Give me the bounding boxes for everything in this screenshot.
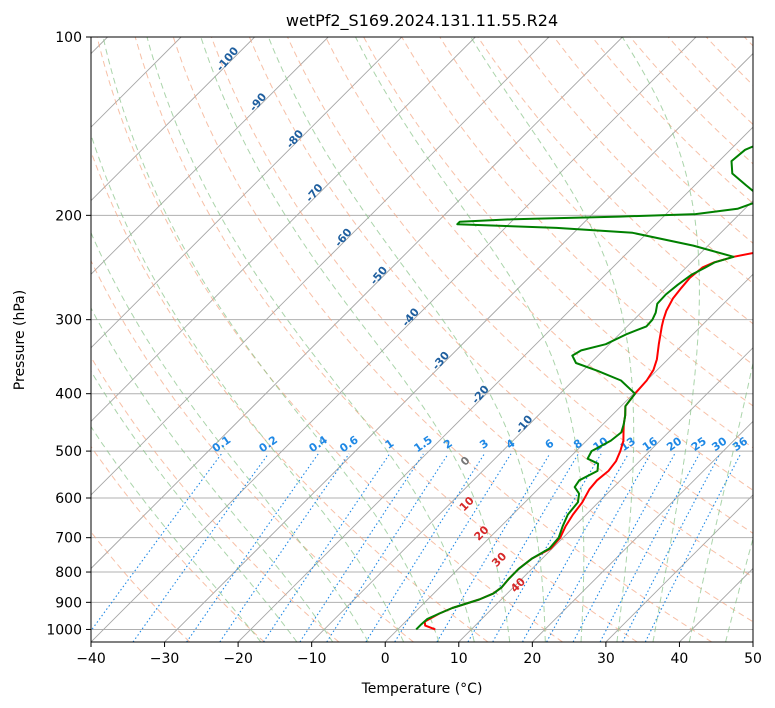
dry-adiabat-line xyxy=(248,37,753,578)
x-axis-ticks: −40 −30 −20 −10 0 10 20 30 40 50 xyxy=(76,642,762,667)
pressure-gridlines xyxy=(91,37,753,630)
dry-adiabat-line xyxy=(210,37,753,623)
moist-adiabat-line xyxy=(102,37,440,642)
mixing-ratio-line xyxy=(132,453,269,642)
dry-adiabat-line xyxy=(91,259,414,642)
y-tick-label: 500 xyxy=(55,444,82,460)
x-tick-label: 20 xyxy=(523,651,541,667)
dry-adiabat-line xyxy=(325,37,753,491)
x-tick-label: 30 xyxy=(597,651,615,667)
dry-adiabat-line xyxy=(134,37,638,642)
moist-adiabat-line xyxy=(91,133,405,642)
x-tick-label: −40 xyxy=(76,651,106,667)
y-axis-label: Pressure (hPa) xyxy=(12,290,28,390)
mixing-ratio-line xyxy=(91,453,222,632)
y-tick-label: 900 xyxy=(55,595,82,611)
chart-title: wetPf2_S169.2024.131.11.55.R24 xyxy=(286,11,558,31)
dry-adiabat-line xyxy=(629,37,753,165)
y-tick-label: 300 xyxy=(55,313,82,329)
isotherms xyxy=(91,37,753,642)
mixing-ratio-line xyxy=(599,453,700,642)
isotherm-line xyxy=(164,52,753,642)
dry-adiabat-line xyxy=(591,37,753,205)
mixing-ratio-line xyxy=(467,453,579,642)
moist-adiabat-line xyxy=(91,307,334,642)
moist-adiabat-line xyxy=(725,536,753,642)
y-tick-label: 700 xyxy=(55,531,82,547)
mixing-ratio-line xyxy=(394,453,512,642)
isotherm-line xyxy=(91,37,623,570)
isotherm-line xyxy=(237,126,753,642)
isotherm-line xyxy=(91,37,697,642)
mixing-ratio-line xyxy=(436,453,551,642)
mixing-ratio-line xyxy=(622,453,721,642)
x-tick-label: −20 xyxy=(223,651,253,667)
isotherm-line xyxy=(532,420,753,642)
mixing-ratio-line xyxy=(492,453,602,642)
isotherm-line xyxy=(91,37,329,275)
mixing-ratio-line xyxy=(299,453,424,642)
x-tick-label: 40 xyxy=(671,651,689,667)
y-tick-label: 800 xyxy=(55,565,82,581)
dry-adiabat-line xyxy=(91,445,265,642)
mixing-ratio-lines xyxy=(91,453,742,642)
dry-adiabat-line xyxy=(401,37,753,407)
x-tick-label: 10 xyxy=(450,651,468,667)
plot-frame xyxy=(90,36,754,643)
moist-adiabat-line xyxy=(688,360,753,642)
mixing-ratio-line xyxy=(263,453,391,642)
dry-adiabat-line xyxy=(477,37,753,325)
x-tick-label: 50 xyxy=(744,651,762,667)
dry-adiabat-line xyxy=(172,37,713,642)
y-tick-label: 400 xyxy=(55,387,82,403)
isotherm-line xyxy=(384,273,753,642)
x-tick-label: −30 xyxy=(150,651,180,667)
mixing-ratio-line xyxy=(326,453,449,642)
x-tick-label: −10 xyxy=(297,651,327,667)
y-tick-label: 1000 xyxy=(46,622,82,638)
isotherm-line xyxy=(605,494,753,642)
dewpoint-profile-line xyxy=(415,145,753,631)
isotherm-line xyxy=(458,347,753,642)
moist-adiabat-line xyxy=(91,370,298,642)
moist-adiabat-line xyxy=(91,425,262,642)
y-tick-label: 100 xyxy=(55,30,82,46)
moist-adiabat-line xyxy=(621,37,700,642)
moist-adiabat-line xyxy=(91,231,369,642)
isotherm-line xyxy=(91,37,476,422)
x-axis-label: Temperature (°C) xyxy=(361,681,483,697)
moist-adiabat-line xyxy=(200,37,511,642)
y-tick-label: 600 xyxy=(55,491,82,507)
moist-adiabat-line xyxy=(355,37,585,642)
isotherm-line xyxy=(91,37,403,349)
isotherm-line xyxy=(91,37,550,496)
moist-adiabat-line xyxy=(146,37,475,642)
y-axis-ticks: 100 200 300 400 500 600 700 800 900 1000 xyxy=(46,30,91,638)
isotherm-line xyxy=(91,37,255,202)
x-tick-label: 0 xyxy=(381,651,390,667)
moist-adiabat-line xyxy=(267,37,546,642)
profile-series xyxy=(415,145,753,631)
mixing-ratio-line xyxy=(365,453,485,642)
dry-adiabat-line xyxy=(515,37,753,284)
y-tick-label: 200 xyxy=(55,208,82,224)
mixing-ratio-line xyxy=(644,453,742,642)
dry-adiabat-line xyxy=(96,37,563,642)
